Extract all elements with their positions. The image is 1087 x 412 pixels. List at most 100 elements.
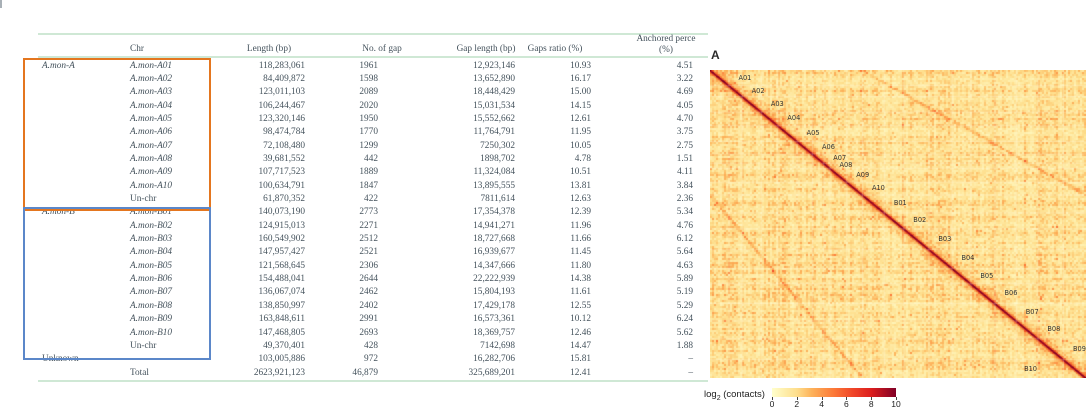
cell-anchored: 1.88 [676, 340, 693, 351]
table-row: A.mon-B06 154,488,041 2644 22,222,939 14.38 5… [38, 273, 708, 286]
cell-gap_length: 325,689,201 [468, 367, 515, 378]
colorbar-label: log2 (contacts) [704, 389, 765, 402]
cell-gaps: 422 [364, 194, 378, 204]
cell-length: 123,011,103 [258, 87, 305, 98]
cell-length: 138,850,997 [258, 300, 305, 311]
table-top-rule [38, 33, 708, 35]
cell-chr: A.mon-A08 [130, 153, 173, 164]
cell-ratio: 10.51 [570, 167, 591, 178]
cell-gaps: 2521 [359, 247, 378, 258]
subgenome-a-highlight-box [23, 58, 211, 211]
cell-chr: A.mon-A02 [130, 73, 173, 84]
chromosome-label-A04: A04 [787, 114, 801, 123]
chromosome-bracket-B07 [1017, 304, 1025, 321]
cell-anchored: 3.22 [676, 73, 693, 84]
chromosome-bracket-B06 [996, 285, 1004, 304]
chromosome-bracket-A01 [729, 71, 737, 86]
chromosome-label-B01: B01 [893, 199, 907, 208]
cell-length: 39,681,552 [263, 153, 305, 164]
cell-gaps: 2306 [359, 260, 378, 271]
cell-length: 160,549,902 [258, 234, 305, 245]
column-header-gaps-ratio: Gaps ratio (%) [527, 44, 583, 54]
table-row: A.mon-B A.mon-B01 140,073,190 2773 17,354,37… [38, 206, 708, 219]
chromosome-label-B07: B07 [1025, 307, 1039, 316]
cell-length: 100,634,791 [258, 180, 305, 191]
cell-gap_length: 15,552,662 [473, 113, 515, 124]
chromosome-label-A08: A08 [839, 161, 853, 170]
column-header-anchored-line1: Anchored perce [636, 34, 696, 44]
table-row: A.mon-A02 84,409,872 1598 13,652,890 16.17 3.… [38, 73, 708, 86]
cell-chr: A.mon-B01 [130, 207, 173, 218]
cell-anchored: 5.62 [676, 327, 693, 338]
cell-chr: Un-chr [130, 340, 157, 351]
cell-chr: A.mon-B10 [130, 327, 173, 338]
cell-gap_length: 14,941,271 [473, 220, 515, 231]
cell-length: 103,005,886 [258, 354, 305, 365]
cell-chr: A.mon-B07 [130, 287, 173, 298]
cell-chr: A.mon-B03 [130, 234, 173, 245]
cell-anchored: 3.84 [676, 180, 693, 191]
table-row: A.mon-A05 123,320,146 1950 15,552,662 12.61 4… [38, 113, 708, 126]
chromosome-bracket-B05 [971, 269, 979, 284]
cell-chr: A.mon-B04 [130, 247, 173, 258]
cell-length: 147,957,427 [258, 247, 305, 258]
panel-label-a: A [711, 48, 720, 62]
cell-gaps: 46,879 [352, 367, 378, 378]
table-row: A.mon-B08 138,850,997 2402 17,429,178 12.55 5… [38, 300, 708, 313]
column-header-no-of-gap: No. of gap [362, 44, 402, 54]
table-bottom-rule [38, 380, 708, 382]
cell-anchored: 6.24 [676, 314, 693, 325]
cell-ratio: 15.00 [570, 87, 591, 98]
colorbar-tick-mark [846, 397, 848, 400]
cell-ratio: 11.80 [570, 260, 591, 271]
cell-ratio: 12.46 [570, 327, 591, 338]
cell-ratio: 11.96 [570, 220, 591, 231]
cell-length: 121,568,645 [258, 260, 305, 271]
table-row: A.mon-A09 107,717,523 1889 11,324,084 10.51 4… [38, 166, 708, 179]
cell-chr: A.mon-B02 [130, 220, 173, 231]
cell-gaps: 1889 [359, 167, 378, 178]
cell-length: 123,320,146 [258, 113, 305, 124]
chromosome-bracket-B04 [952, 250, 960, 268]
cell-gaps: 1770 [359, 127, 378, 138]
colorbar-tick-mark [871, 397, 873, 400]
cell-chr: A.mon-A03 [130, 87, 173, 98]
table-row: A.mon-B07 136,067,074 2462 15,804,193 11.61 5… [38, 286, 708, 299]
colorbar-tick-label: 6 [844, 399, 849, 409]
cell-gap_length: 15,804,193 [473, 287, 515, 298]
cell-chr: A.mon-B05 [130, 260, 173, 271]
chromosome-bracket-B03 [929, 230, 937, 249]
cell-ratio: 12.63 [570, 194, 591, 204]
table-row: A.mon-A03 123,011,103 2089 18,448,429 15.00 4… [38, 86, 708, 99]
chromosome-label-A02: A02 [751, 86, 765, 95]
chromosome-bracket-B09 [1064, 340, 1072, 360]
cell-anchored: 4.76 [676, 220, 693, 231]
colorbar-tick-mark [896, 397, 897, 400]
cell-gap_length: 11,764,791 [473, 127, 516, 138]
cell-group: A.mon-B [42, 207, 75, 218]
cell-anchored: – [688, 354, 693, 365]
cell-gap_length: 22,222,939 [473, 274, 515, 285]
cell-anchored: 5.64 [676, 247, 693, 258]
chromosome-label-A10: A10 [871, 184, 885, 193]
cell-chr: A.mon-B06 [130, 274, 173, 285]
chromosome-label-A06: A06 [822, 143, 835, 152]
cell-gap_length: 17,429,178 [473, 300, 515, 311]
chromosome-label-B10: B10 [1024, 364, 1037, 373]
cell-chr: A.mon-A09 [130, 167, 173, 178]
colorbar-tick-mark [772, 397, 773, 400]
chromosome-label-B06: B06 [1004, 289, 1018, 298]
cell-anchored: 4.11 [677, 167, 693, 178]
cell-gap_length: 11,324,084 [473, 167, 516, 178]
cell-gaps: 2693 [359, 327, 378, 338]
chromosome-label-B08: B08 [1047, 325, 1061, 334]
cell-length: 118,283,061 [258, 60, 305, 71]
cell-length: 84,409,872 [263, 73, 305, 84]
cell-ratio: 12.61 [570, 113, 591, 124]
cell-gap_length: 18,369,757 [473, 327, 515, 338]
chromosome-bracket-B08 [1038, 322, 1046, 339]
cell-length: 124,915,013 [258, 220, 305, 231]
cell-gap_length: 12,923,146 [473, 60, 515, 71]
column-header-gap-length: Gap length (bp) [456, 44, 516, 54]
cell-chr: A.mon-A10 [130, 180, 173, 191]
